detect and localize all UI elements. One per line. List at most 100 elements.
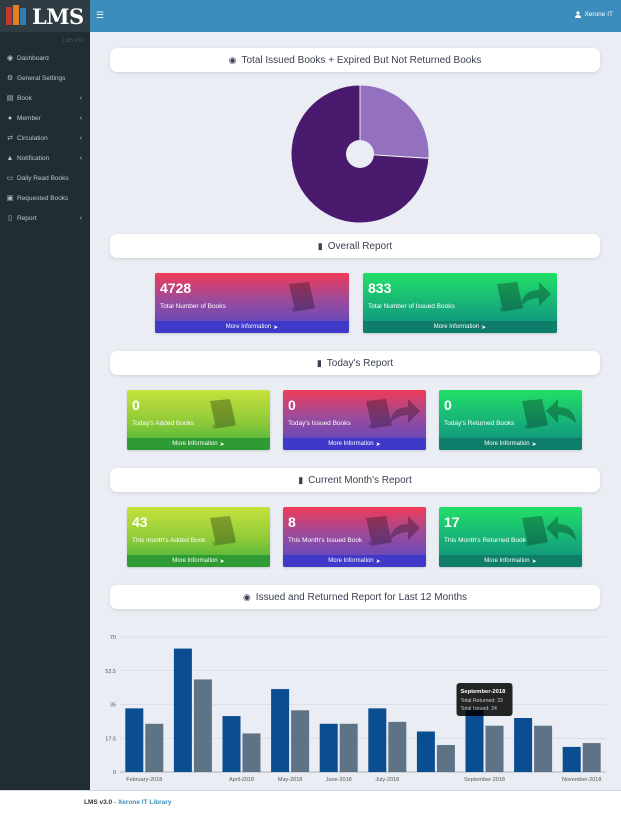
dashboard-icon: ◉ <box>242 591 251 602</box>
sidebar-item-label: Requested Books <box>17 194 69 202</box>
sidebar-item-dashboard[interactable]: ◉ Dashboard <box>0 48 90 68</box>
more-information-link[interactable]: More Information ➤ <box>439 555 582 567</box>
arrow-circle-right-icon: ➤ <box>481 324 487 331</box>
x-tick-label: July-2018 <box>375 777 399 783</box>
footer-library-link[interactable]: Xerone IT Library <box>117 798 172 806</box>
logo[interactable]: LMS <box>0 0 90 32</box>
file-icon: ▮ <box>316 357 322 368</box>
overall-section-title: ▮ Overall Report <box>110 234 600 258</box>
chart-tooltip <box>456 683 513 716</box>
top-header: ☰ Xerone IT <box>90 0 621 32</box>
book-icon <box>210 516 236 546</box>
chart-section-title: ◉ Issued and Returned Report for Last 12… <box>110 585 600 609</box>
book-reply-icon <box>522 516 576 546</box>
bar-series2-8[interactable] <box>485 725 504 772</box>
card-label: Total Number of Books <box>160 303 226 310</box>
bar-series2-9[interactable] <box>534 725 553 772</box>
more-information-link[interactable]: More Information ➤ <box>127 555 270 567</box>
bar-series2-7[interactable] <box>436 745 455 772</box>
bar-series1-6[interactable] <box>368 708 387 772</box>
bar-series1-3[interactable] <box>222 716 241 772</box>
page-footer: LMS v3.0 - Xerone IT Library <box>0 790 621 813</box>
sidebar-item-report[interactable]: ▯ Report ‹ <box>0 208 90 228</box>
month-section-title: ▮ Current Month's Report <box>110 468 600 492</box>
bar-series1-10[interactable] <box>562 746 581 772</box>
card-label: Today's Added Books <box>132 420 194 427</box>
version-label: LMS v3.0 <box>62 38 84 44</box>
pie-slice-2[interactable] <box>359 84 430 159</box>
more-information-link[interactable]: More Information ➤ <box>155 321 349 333</box>
bar-series1-9[interactable] <box>514 718 533 772</box>
pie-title-text: Total Issued Books + Expired But Not Ret… <box>241 54 482 66</box>
sidebar-item-label: Notification <box>17 154 50 162</box>
bar-chart[interactable]: 0 17.5 35 52.5 70 February-2018 April-2018 May-… <box>90 627 621 787</box>
bar-series1-1[interactable] <box>125 708 144 772</box>
month-card-3: 17 This Month's Returned Book More Informa… <box>439 507 582 567</box>
dashboard-icon: ◉ <box>228 54 237 65</box>
tooltip-line-2: Total Issued: 24 <box>461 706 497 712</box>
bar-series1-2[interactable] <box>173 648 192 772</box>
today-title-text: Today's Report <box>326 357 394 369</box>
card-value: 17 <box>444 514 460 530</box>
sidebar-item-daily-read-books[interactable]: ▭ Daily Read Books <box>0 168 90 188</box>
overall-card-2: 833 Total Number of Issued Books More Info… <box>363 273 557 333</box>
card-footer-label: More Information <box>225 324 272 330</box>
y-tick-label: 70 <box>110 635 116 641</box>
card-value: 0 <box>444 397 452 413</box>
hamburger-icon[interactable]: ☰ <box>96 10 105 20</box>
month-card-1: 43 This month's Added Book More Informatio… <box>127 507 270 567</box>
today-card-2: 0 Today's Issued Books More Information ➤ <box>283 390 426 450</box>
bar-series2-10[interactable] <box>582 743 601 772</box>
sidebar-item-member[interactable]: ● Member ‹ <box>0 108 90 128</box>
more-information-link[interactable]: More Information ➤ <box>439 438 582 450</box>
sidebar-item-book[interactable]: ▤ Book ‹ <box>0 88 90 108</box>
bar-series1-5[interactable] <box>319 723 338 772</box>
bar-series2-4[interactable] <box>291 710 310 772</box>
overall-title-text: Overall Report <box>327 240 393 252</box>
x-tick-label: May-2018 <box>278 777 302 783</box>
x-tick-label: November-2018 <box>562 777 601 783</box>
user-menu[interactable]: Xerone IT <box>575 11 613 18</box>
y-tick-label: 0 <box>113 770 116 776</box>
footer-separator: - <box>112 798 118 806</box>
more-information-link[interactable]: More Information ➤ <box>363 321 557 333</box>
sidebar-item-circulation[interactable]: ⇄ Circulation ‹ <box>0 128 90 148</box>
arrow-circle-right-icon: ➤ <box>531 441 537 448</box>
bar-series2-3[interactable] <box>242 733 261 772</box>
bar-series1-4[interactable] <box>271 689 290 772</box>
chevron-left-icon: ‹ <box>79 94 82 102</box>
x-tick-label: April-2018 <box>229 777 254 783</box>
overall-card-1: 4728 Total Number of Books More Informatio… <box>155 273 349 333</box>
footer-version: LMS v3.0 <box>84 798 113 806</box>
sidebar-item-general-settings[interactable]: ⚙ General Settings <box>0 68 90 88</box>
bar-series2-2[interactable] <box>193 679 212 772</box>
folder-open-icon: ▭ <box>6 175 14 182</box>
x-tick-label: February-2018 <box>126 777 162 783</box>
sidebar-item-requested-books[interactable]: ▣ Requested Books <box>0 188 90 208</box>
exchange-icon: ⇄ <box>7 135 13 142</box>
bar-series2-1[interactable] <box>145 723 164 772</box>
main-content: ◉ Total Issued Books + Expired But Not R… <box>90 32 621 790</box>
card-value: 8 <box>288 514 296 530</box>
card-footer-label: More Information <box>484 441 530 447</box>
book-share-icon <box>497 282 551 312</box>
more-information-link[interactable]: More Information ➤ <box>283 438 426 450</box>
card-label: This Month's Issued Book <box>288 537 363 544</box>
pie-chart[interactable] <box>290 84 430 224</box>
today-section-title: ▮ Today's Report <box>110 351 600 375</box>
tooltip-title: September-2018 <box>461 689 507 695</box>
book-icon <box>289 282 315 312</box>
more-information-link[interactable]: More Information ➤ <box>127 438 270 450</box>
bar-series2-5[interactable] <box>339 723 358 772</box>
bell-icon: ▲ <box>6 154 14 162</box>
file-icon: ▯ <box>8 215 12 222</box>
arrow-circle-right-icon: ➤ <box>531 558 537 565</box>
sidebar-item-notification[interactable]: ▲ Notification ‹ <box>0 148 90 168</box>
bar-series1-7[interactable] <box>416 731 435 773</box>
y-tick-label: 35 <box>110 703 116 709</box>
bar-series2-6[interactable] <box>388 721 407 772</box>
more-information-link[interactable]: More Information ➤ <box>283 555 426 567</box>
y-tick-label: 17.5 <box>105 736 116 742</box>
book-icon: ▤ <box>6 95 14 102</box>
bar-series1-8[interactable] <box>465 708 484 772</box>
